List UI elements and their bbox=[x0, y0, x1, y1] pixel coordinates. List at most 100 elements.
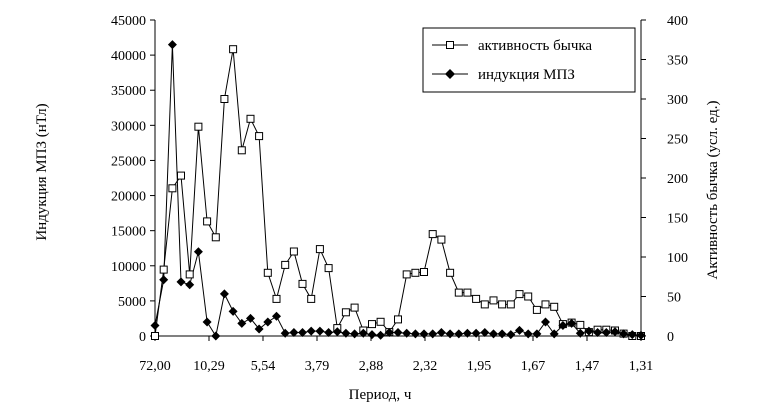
activity-point bbox=[211, 233, 220, 242]
induction-point bbox=[219, 289, 229, 299]
legend: активность бычка индукция МПЗ bbox=[422, 27, 636, 93]
induction-point bbox=[506, 330, 516, 340]
induction-point bbox=[176, 277, 186, 287]
activity-point bbox=[437, 235, 446, 244]
activity-point bbox=[402, 270, 411, 279]
induction-point bbox=[202, 317, 212, 327]
activity-point bbox=[498, 300, 507, 309]
activity-point bbox=[229, 45, 238, 54]
induction-point bbox=[558, 321, 568, 330]
activity-point bbox=[541, 300, 550, 309]
right-tick-label: 150 bbox=[667, 212, 688, 227]
activity-point bbox=[194, 122, 203, 131]
legend-marker-activity bbox=[446, 41, 454, 49]
induction-point bbox=[541, 317, 550, 327]
left-axis-ticks: 0 5000 10000 15000 20000 25000 30000 35000 40000… bbox=[111, 14, 155, 345]
right-tick-label: 50 bbox=[667, 291, 681, 306]
activity-point bbox=[428, 230, 437, 239]
induction-point bbox=[298, 328, 307, 337]
induction-point bbox=[436, 328, 446, 337]
activity-point bbox=[159, 265, 168, 274]
induction-point bbox=[159, 275, 169, 285]
induction-point bbox=[619, 329, 629, 339]
activity-point bbox=[350, 303, 359, 312]
induction-point bbox=[567, 318, 577, 328]
induction-point bbox=[593, 328, 603, 337]
activity-point bbox=[472, 294, 481, 303]
activity-point bbox=[281, 260, 290, 269]
induction-point bbox=[636, 330, 646, 340]
induction-point bbox=[306, 326, 316, 336]
x-tick-label: 1,31 bbox=[629, 359, 654, 374]
left-tick-label: 20000 bbox=[111, 190, 146, 205]
induction-point bbox=[289, 328, 299, 337]
activity-point bbox=[177, 171, 185, 180]
induction-point bbox=[454, 329, 464, 339]
induction-point bbox=[315, 326, 325, 336]
induction-point bbox=[515, 325, 524, 335]
induction-point bbox=[193, 247, 203, 257]
activity-point bbox=[151, 332, 159, 340]
activity-point bbox=[324, 264, 333, 273]
right-tick-label: 350 bbox=[667, 54, 688, 69]
left-tick-label: 40000 bbox=[111, 49, 146, 64]
induction-point bbox=[167, 40, 177, 50]
right-axis-title: Активность бычка (усл. ед.) bbox=[705, 101, 721, 280]
induction-point bbox=[263, 317, 273, 327]
activity-point bbox=[489, 296, 498, 305]
induction-point bbox=[246, 313, 255, 323]
activity-point bbox=[394, 315, 402, 324]
right-tick-label: 200 bbox=[667, 172, 688, 187]
induction-point bbox=[471, 328, 481, 338]
x-tick-label: 1,47 bbox=[575, 359, 600, 374]
x-tick-label: 10,29 bbox=[193, 359, 225, 374]
left-tick-label: 35000 bbox=[111, 84, 146, 99]
x-tick-label: 3,79 bbox=[305, 359, 330, 374]
induction-point bbox=[428, 329, 438, 339]
left-tick-label: 30000 bbox=[111, 119, 146, 134]
activity-point bbox=[446, 268, 455, 277]
x-tick-label: 2,32 bbox=[413, 359, 438, 374]
induction-point bbox=[462, 328, 472, 338]
induction-point bbox=[523, 329, 533, 339]
activity-point bbox=[203, 217, 212, 226]
x-tick-label: 1,95 bbox=[467, 359, 492, 374]
legend-marker-induction bbox=[445, 69, 455, 79]
induction-point bbox=[384, 328, 394, 337]
induction-point bbox=[228, 306, 238, 316]
activity-point bbox=[480, 300, 489, 309]
induction-point bbox=[280, 328, 290, 338]
left-tick-label: 10000 bbox=[111, 260, 146, 275]
activity-point bbox=[376, 317, 385, 326]
activity-point bbox=[524, 292, 533, 301]
induction-point bbox=[584, 326, 594, 336]
left-tick-label: 45000 bbox=[111, 14, 146, 29]
induction-point bbox=[419, 329, 429, 339]
induction-point bbox=[341, 328, 351, 338]
induction-point bbox=[393, 328, 403, 337]
x-tick-label: 72,00 bbox=[139, 359, 171, 374]
activity-point bbox=[532, 305, 541, 314]
activity-point bbox=[237, 146, 246, 155]
induction-point bbox=[549, 329, 559, 339]
induction-point bbox=[324, 328, 334, 337]
induction-point bbox=[254, 324, 264, 334]
activity-point bbox=[463, 288, 472, 297]
right-tick-label: 300 bbox=[667, 93, 688, 108]
activity-point bbox=[246, 114, 255, 123]
activity-point bbox=[255, 132, 264, 141]
induction-point bbox=[332, 327, 342, 337]
activity-point bbox=[315, 245, 324, 254]
activity-point bbox=[420, 268, 428, 276]
activity-point bbox=[576, 320, 585, 329]
induction-point bbox=[532, 329, 542, 339]
activity-point bbox=[368, 320, 376, 329]
left-tick-label: 0 bbox=[139, 330, 146, 345]
activity-point bbox=[289, 247, 298, 256]
activity-point bbox=[341, 308, 350, 317]
activity-point bbox=[263, 268, 272, 277]
induction-point bbox=[272, 311, 281, 321]
right-tick-label: 0 bbox=[667, 330, 674, 345]
x-axis-title: Период, ч bbox=[349, 387, 412, 403]
left-tick-label: 15000 bbox=[111, 225, 146, 240]
